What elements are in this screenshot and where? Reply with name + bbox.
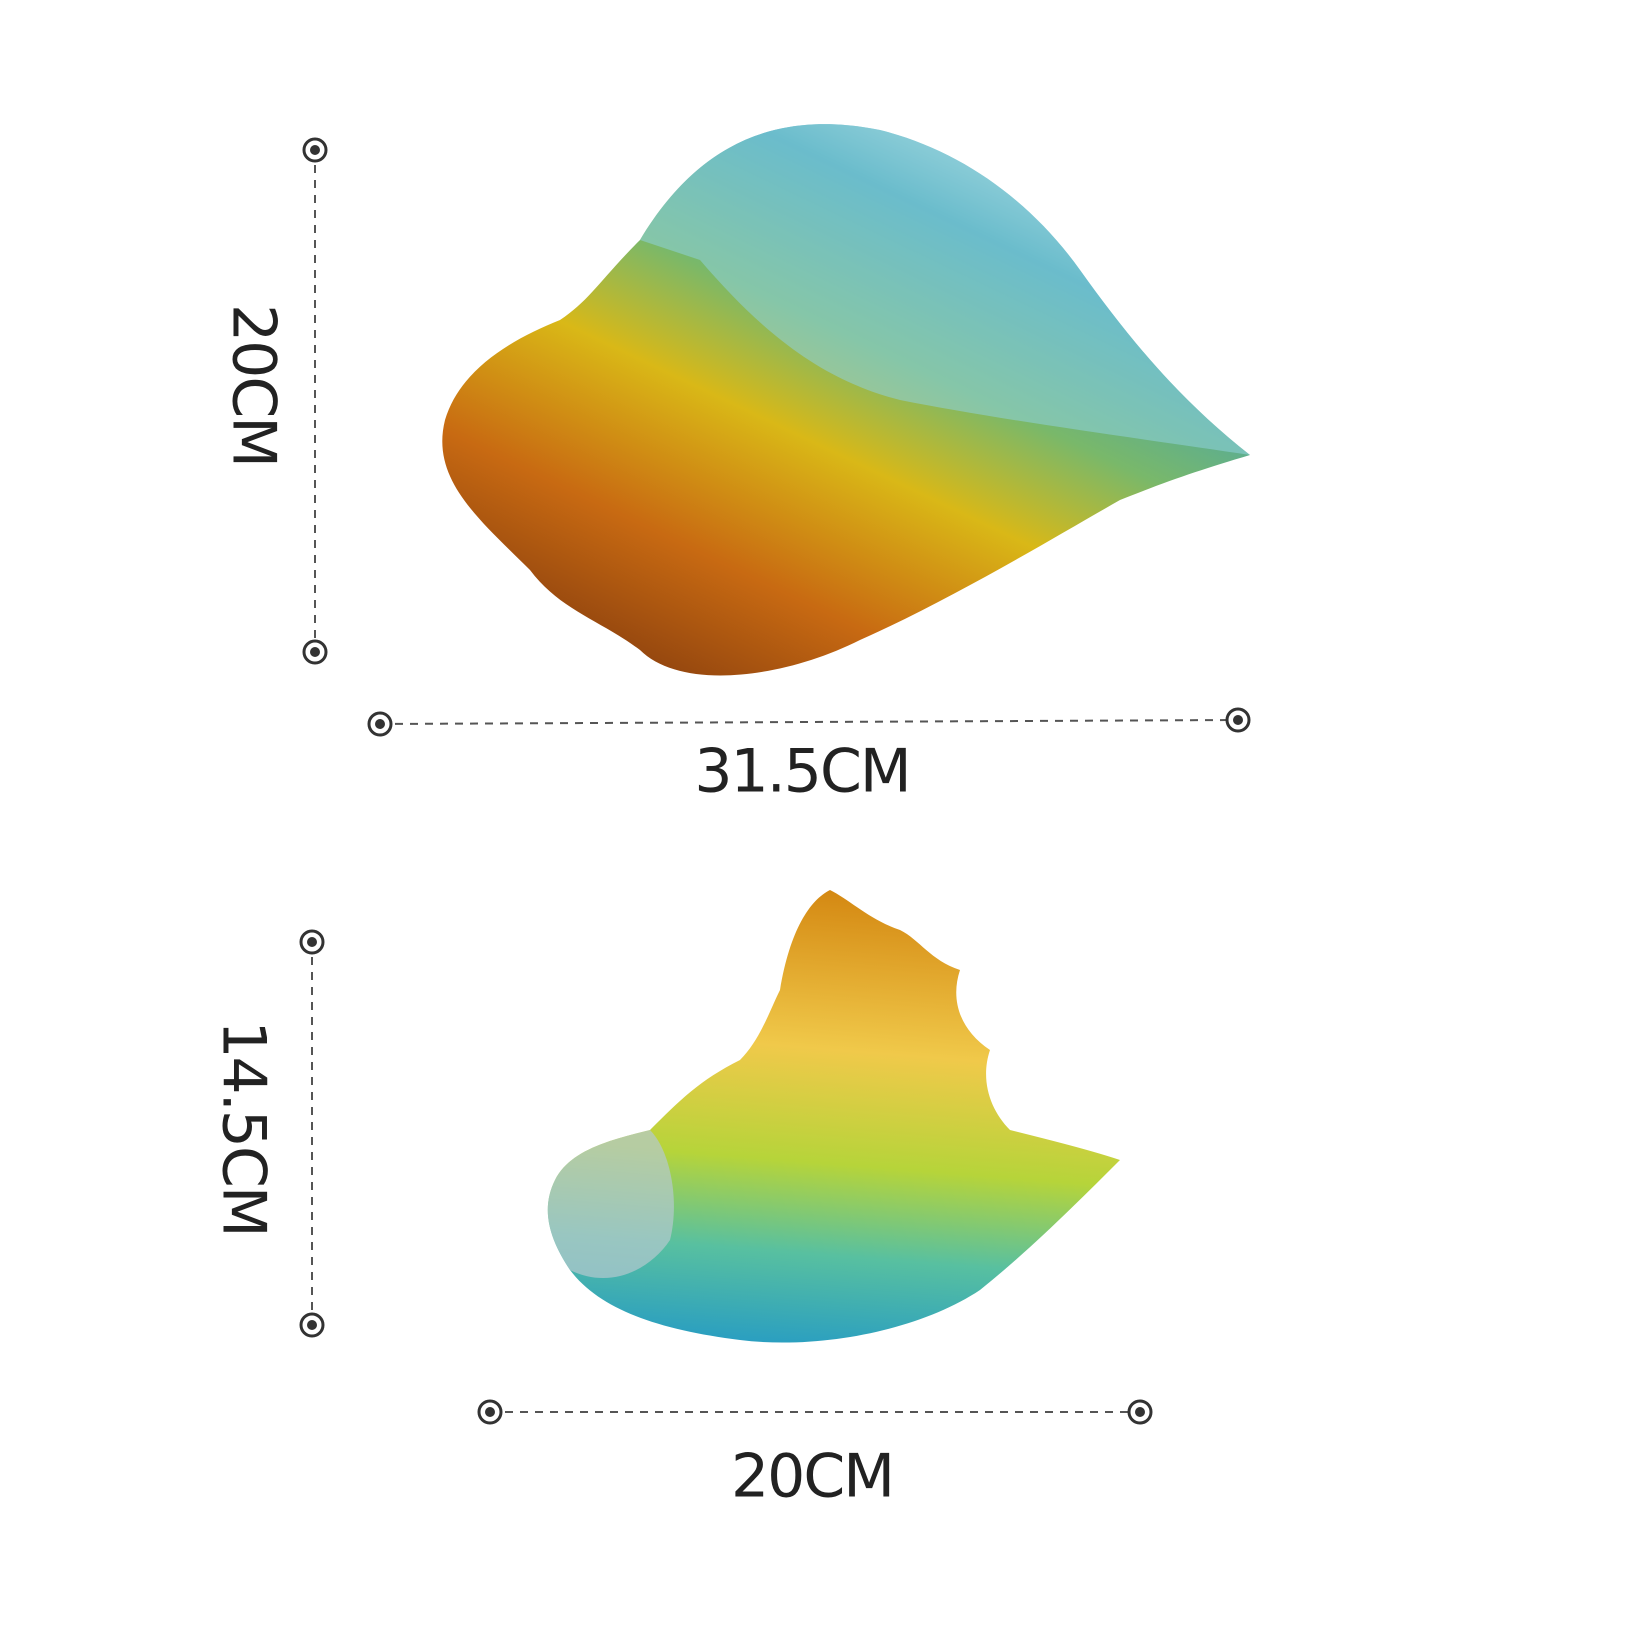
endpoint-dots <box>299 137 1251 1425</box>
height-label: 20CM <box>218 304 288 466</box>
dimension-lines <box>299 137 1251 1425</box>
height-label: 14.5CM <box>208 1020 278 1235</box>
shell-large <box>442 124 1250 676</box>
shell-small <box>547 890 1120 1343</box>
width-line <box>379 719 1239 725</box>
width-label: 31.5CM <box>694 737 909 807</box>
width-label: 20CM <box>731 1442 893 1512</box>
